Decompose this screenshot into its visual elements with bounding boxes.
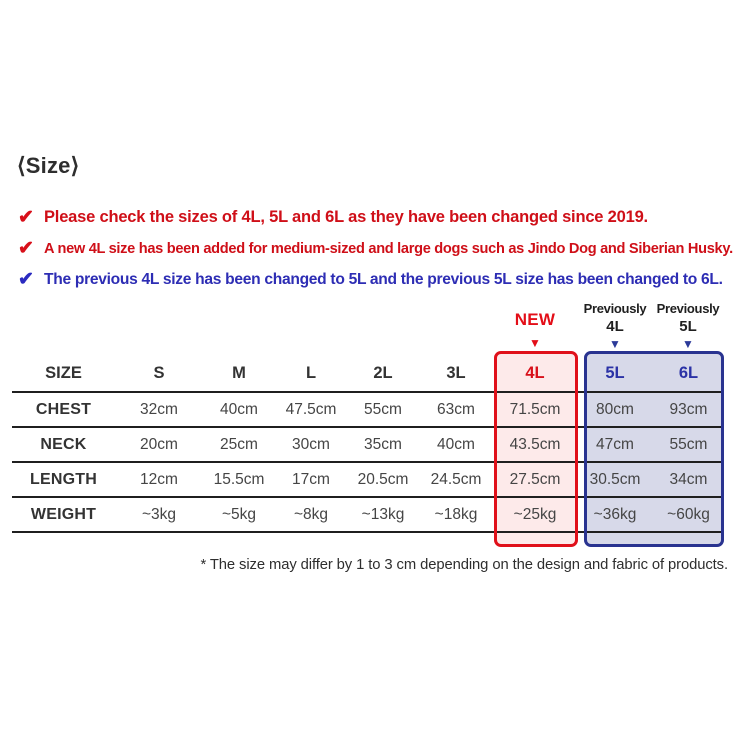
note-item: ✔ Please check the sizes of 4L, 5L and 6… [18, 202, 738, 233]
previously-5l-annotation: Previously 5L ▼ [651, 302, 725, 350]
table-cell: 43.5cm [493, 427, 577, 463]
table-cell: 27.5cm [493, 462, 577, 498]
size-table: SIZE S M L 2L 3L 4L 5L 6L CHEST 32cm 40c… [12, 355, 724, 533]
table-cell: 40cm [203, 392, 275, 428]
column-header-m: M [203, 355, 275, 393]
table-cell: ~5kg [203, 497, 275, 533]
table-cell: 80cm [577, 392, 653, 428]
table-row-length: LENGTH 12cm 15.5cm 17cm 20.5cm 24.5cm 27… [12, 462, 724, 498]
check-icon: ✔ [18, 269, 34, 290]
table-cell: 30.5cm [577, 462, 653, 498]
arrow-down-icon: ▼ [682, 337, 694, 351]
table-cell: ~25kg [493, 497, 577, 533]
table-cell: 24.5cm [419, 462, 493, 498]
table-cell: 17cm [275, 462, 347, 498]
table-cell: 93cm [653, 392, 724, 428]
row-label: CHEST [12, 392, 115, 428]
new-label: NEW [514, 310, 556, 329]
table-cell: 25cm [203, 427, 275, 463]
note-text: A new 4L size has been added for medium-… [44, 240, 733, 257]
table-cell: 55cm [653, 427, 724, 463]
table-cell: 47.5cm [275, 392, 347, 428]
previously-label: Previously [583, 301, 647, 316]
table-cell: 34cm [653, 462, 724, 498]
table-cell: 20cm [115, 427, 203, 463]
table-cell: 35cm [347, 427, 419, 463]
table-row-weight: WEIGHT ~3kg ~5kg ~8kg ~13kg ~18kg ~25kg … [12, 497, 724, 533]
table-cell: 32cm [115, 392, 203, 428]
notes-list: ✔ Please check the sizes of 4L, 5L and 6… [18, 202, 738, 295]
table-header-row: SIZE S M L 2L 3L 4L 5L 6L [12, 355, 724, 393]
table-cell: ~3kg [115, 497, 203, 533]
table-cell: ~60kg [653, 497, 724, 533]
column-header-3l: 3L [419, 355, 493, 393]
column-header-2l: 2L [347, 355, 419, 393]
table-row-chest: CHEST 32cm 40cm 47.5cm 55cm 63cm 71.5cm … [12, 392, 724, 428]
table-cell: 20.5cm [347, 462, 419, 498]
column-header-6l: 6L [653, 355, 724, 393]
table-cell: ~8kg [275, 497, 347, 533]
table-cell: ~13kg [347, 497, 419, 533]
table-cell: 40cm [419, 427, 493, 463]
column-header-5l: 5L [577, 355, 653, 393]
column-header-s: S [115, 355, 203, 393]
table-cell: ~18kg [419, 497, 493, 533]
column-header-size: SIZE [12, 355, 115, 393]
note-item: ✔ The previous 4L size has been changed … [18, 264, 738, 295]
previously-size-label: 5L [679, 318, 697, 335]
table-cell: 30cm [275, 427, 347, 463]
note-item: ✔ A new 4L size has been added for mediu… [18, 233, 738, 264]
table-cell: 15.5cm [203, 462, 275, 498]
table-row-neck: NECK 20cm 25cm 30cm 35cm 40cm 43.5cm 47c… [12, 427, 724, 463]
page-title: ⟨Size⟩ [17, 153, 80, 178]
column-header-4l: 4L [493, 355, 577, 393]
arrow-down-icon: ▼ [609, 337, 621, 351]
check-icon: ✔ [18, 238, 34, 259]
previously-4l-annotation: Previously 4L ▼ [577, 302, 653, 350]
note-text: The previous 4L size has been changed to… [44, 270, 723, 288]
table-cell: 63cm [419, 392, 493, 428]
footnote: * The size may differ by 1 to 3 cm depen… [200, 557, 728, 573]
table-cell: 47cm [577, 427, 653, 463]
row-label: WEIGHT [12, 497, 115, 533]
table-cell: 12cm [115, 462, 203, 498]
previously-size-label: 4L [606, 318, 624, 335]
table-cell: ~36kg [577, 497, 653, 533]
table-cell: 55cm [347, 392, 419, 428]
check-icon: ✔ [18, 207, 34, 228]
column-header-l: L [275, 355, 347, 393]
arrow-down-icon: ▼ [529, 336, 541, 350]
previously-label: Previously [656, 301, 720, 316]
new-annotation: NEW ▼ [493, 311, 577, 349]
row-label: NECK [12, 427, 115, 463]
table-cell: 71.5cm [493, 392, 577, 428]
row-label: LENGTH [12, 462, 115, 498]
note-text: Please check the sizes of 4L, 5L and 6L … [44, 208, 648, 226]
